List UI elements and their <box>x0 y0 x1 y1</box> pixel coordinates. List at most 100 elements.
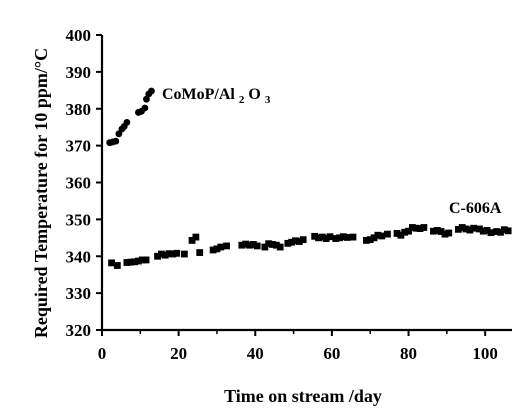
annotation-comop-mid: O <box>248 86 260 103</box>
c606a-point <box>504 227 512 235</box>
c606a-point <box>246 241 253 249</box>
c606a-point <box>487 229 495 237</box>
c606a-point <box>362 236 370 244</box>
data-marks <box>106 87 512 269</box>
c606a-point <box>299 236 307 244</box>
c606a-point <box>295 238 303 245</box>
annotation-comop: CoMoP/Al 2 O 3 <box>162 86 271 107</box>
c606a-point <box>458 224 466 231</box>
comop-point <box>112 137 120 145</box>
c606a-point <box>265 240 273 248</box>
y-tick-label: 330 <box>66 284 92 303</box>
c606a-point <box>188 236 196 244</box>
c606a-point <box>500 226 508 234</box>
c606a-point <box>466 226 474 234</box>
c606a-point <box>340 233 347 241</box>
y-tick-label: 400 <box>66 26 92 45</box>
c606a-point <box>322 235 330 242</box>
c606a-point <box>378 232 386 240</box>
c606a-point <box>445 229 453 237</box>
axes <box>96 34 512 336</box>
c606a-point <box>493 228 501 235</box>
c606a-point <box>123 259 131 266</box>
c606a-point <box>374 231 382 239</box>
c606a-point <box>292 237 299 245</box>
c606a-point <box>276 243 284 251</box>
c606a-point <box>169 250 177 258</box>
c606a-point <box>142 256 150 264</box>
c606a-point <box>454 225 462 233</box>
c606a-point <box>483 227 491 234</box>
comop-point <box>123 118 131 126</box>
c606a-point <box>261 243 269 251</box>
c606a-point <box>217 243 225 251</box>
c606a-point <box>242 240 250 248</box>
c606a-point <box>284 239 292 247</box>
x-tick-label: 40 <box>247 344 264 363</box>
c606a-point <box>272 241 280 249</box>
c606a-point <box>433 227 441 234</box>
x-tick-label: 20 <box>170 344 187 363</box>
c606a-point <box>332 235 340 242</box>
c606a-point <box>253 242 261 250</box>
c606a-point <box>437 228 445 235</box>
c606a-point <box>349 233 357 241</box>
c606a-point <box>408 224 416 231</box>
c606a-point <box>397 231 405 239</box>
c606a-point <box>470 224 478 232</box>
y-tick-label: 380 <box>66 100 92 119</box>
c606a-point <box>326 233 334 241</box>
x-tick-label: 100 <box>472 344 498 363</box>
c606a-point <box>127 258 135 266</box>
c606a-point <box>412 224 420 232</box>
c606a-point <box>192 233 200 241</box>
c606a-point <box>366 236 374 244</box>
c606a-point <box>180 250 188 258</box>
y-tick-label: 340 <box>66 247 92 266</box>
c606a-point <box>249 241 257 248</box>
x-tick-label: 80 <box>400 344 417 363</box>
c606a-point <box>157 250 165 258</box>
c606a-point <box>173 249 181 257</box>
y-tick-label: 390 <box>66 63 92 82</box>
comop-point <box>148 87 155 95</box>
x-tick-label: 60 <box>323 344 340 363</box>
comop-point <box>141 104 149 112</box>
c606a-point <box>315 234 322 242</box>
c606a-point <box>288 238 296 246</box>
y-axis-title: Required Temperature for 10 ppm/°C <box>31 48 51 338</box>
annotation-comop-sub1: 2 <box>239 94 245 106</box>
c606a-point <box>108 259 115 267</box>
c606a-point <box>154 252 161 260</box>
c606a-point <box>416 225 424 232</box>
c606a-point <box>343 234 351 241</box>
c606a-point <box>384 230 391 238</box>
c606a-point <box>393 229 401 237</box>
c606a-point <box>430 227 437 235</box>
c606a-point <box>476 225 483 233</box>
c606a-point <box>209 246 217 254</box>
c606a-point <box>138 256 146 264</box>
y-tick-label: 360 <box>66 174 92 193</box>
c606a-point <box>311 232 319 240</box>
c606a-point <box>238 241 246 249</box>
c606a-point <box>401 228 409 236</box>
annotation-comop-sub2: 3 <box>265 94 271 106</box>
x-tick-label: 0 <box>98 344 107 363</box>
c606a-point <box>223 242 230 250</box>
c606a-point <box>497 228 504 236</box>
c606a-point <box>420 224 428 231</box>
c606a-point <box>370 234 378 242</box>
c606a-point <box>336 234 343 242</box>
x-tick-labels: 0 20 40 60 80 100 <box>98 344 498 363</box>
annotation-c606a: C-606A <box>449 200 502 217</box>
c606a-point <box>196 249 204 256</box>
c606a-point <box>213 245 221 253</box>
y-tick-labels: 320 330 340 350 360 370 380 390 400 <box>66 26 92 340</box>
c606a-point <box>479 227 487 235</box>
c606a-point <box>441 230 449 238</box>
comop-point <box>143 95 150 103</box>
c606a-point <box>269 241 276 248</box>
y-tick-label: 350 <box>66 210 92 229</box>
